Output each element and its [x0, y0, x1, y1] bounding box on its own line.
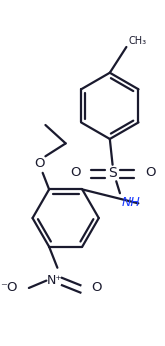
Text: O: O — [145, 166, 155, 180]
Text: NH: NH — [122, 196, 141, 209]
Text: CH₃: CH₃ — [128, 36, 146, 46]
Text: O: O — [91, 282, 102, 294]
Text: O: O — [70, 166, 80, 180]
Text: O: O — [35, 157, 45, 170]
Text: ⁻O: ⁻O — [0, 282, 18, 294]
Text: S: S — [108, 166, 117, 180]
Text: N⁺: N⁺ — [47, 274, 63, 287]
